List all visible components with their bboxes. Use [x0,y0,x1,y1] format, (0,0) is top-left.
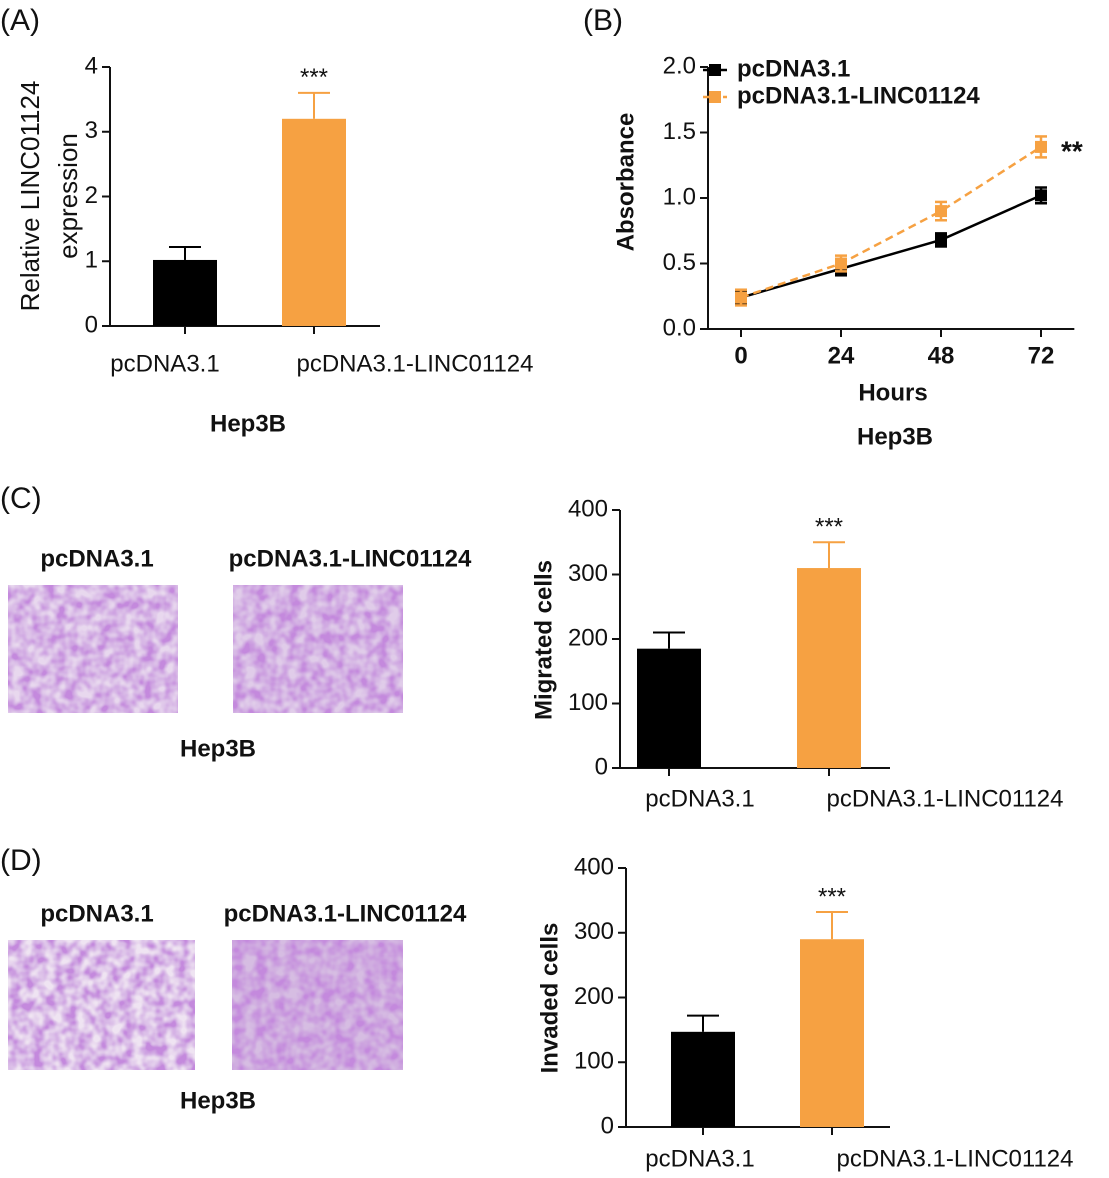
marker [1035,140,1047,153]
y-axis-label: Invaded cells [536,923,563,1074]
x-tick-label: 48 [928,342,955,369]
y-tick-label: 0 [85,311,98,338]
y-tick-label: 400 [574,853,614,880]
significance: *** [300,64,328,91]
y-tick-label: 0 [595,753,608,780]
x-axis-label: Hours [858,379,927,406]
y-tick-label: 2 [85,182,98,209]
micrograph [8,585,178,713]
panel-label: (B) [583,4,623,37]
marker [735,291,747,304]
y-tick-label: 1.5 [663,118,696,145]
image-label: pcDNA3.1 [40,900,153,927]
x-tick-label: pcDNA3.1-LINC01124 [826,785,1063,812]
image-caption: Hep3B [180,1087,256,1114]
micrograph [232,940,403,1070]
x-tick-label: pcDNA3.1-LINC01124 [296,350,533,377]
x-tick-label: 72 [1028,342,1055,369]
y-tick-label: 3 [85,117,98,144]
x-tick-label: 24 [828,342,855,369]
image-label: pcDNA3.1-LINC01124 [229,545,472,572]
significance: *** [815,514,843,541]
marker [835,257,847,270]
legend-label: pcDNA3.1 [737,55,850,82]
series-line [740,145,1042,299]
bar [282,118,346,326]
y-axis-label: Absorbance [612,113,639,252]
marker [935,205,947,218]
y-tick-label: 1.0 [663,183,696,210]
y-tick-label: 100 [568,689,608,716]
image-label: pcDNA3.1 [40,545,153,572]
y-tick-label: 0.5 [663,249,696,276]
micrograph [233,585,403,713]
y-tick-label: 300 [568,560,608,587]
x-tick-label: pcDNA3.1 [645,1145,754,1172]
y-tick-label: 2.0 [663,52,696,79]
y-axis-label: expression [53,133,83,259]
micrographs [8,585,403,1070]
caption: Hep3B [857,423,933,450]
x-axis-label: Hep3B [210,410,286,437]
y-tick-label: 300 [574,918,614,945]
bar [800,939,864,1127]
panel-label: (D) [0,844,42,877]
image-label: pcDNA3.1-LINC01124 [224,900,467,927]
x-tick-label: pcDNA3.1-LINC01124 [836,1145,1073,1172]
y-axis-label: Relative LINC01124 [15,81,45,312]
y-tick-label: 0 [601,1112,614,1139]
significance: *** [818,883,846,910]
bar [671,1031,735,1127]
marker [935,233,947,246]
y-tick-label: 200 [568,624,608,651]
y-axis-label: Migrated cells [530,560,557,720]
micrograph [8,940,195,1070]
y-tick-label: 0.0 [663,314,696,341]
y-tick-label: 4 [85,52,98,79]
legend-marker [709,64,721,76]
legend-marker [709,91,721,103]
y-tick-label: 400 [568,495,608,522]
panel-label: (C) [0,482,42,515]
image-caption: Hep3B [180,735,256,762]
bar [797,568,861,768]
legend-label: pcDNA3.1-LINC01124 [737,82,980,109]
significance: ** [1061,135,1083,166]
y-tick-label: 200 [574,983,614,1010]
x-tick-label: pcDNA3.1 [110,350,219,377]
bar [153,259,217,326]
y-tick-label: 100 [574,1048,614,1075]
marker [1035,189,1047,202]
series-line [740,194,1042,299]
x-tick-label: pcDNA3.1 [645,785,754,812]
panel-label: (A) [0,4,40,37]
y-tick-label: 1 [85,247,98,274]
bar [637,648,701,768]
x-tick-label: 0 [734,342,747,369]
